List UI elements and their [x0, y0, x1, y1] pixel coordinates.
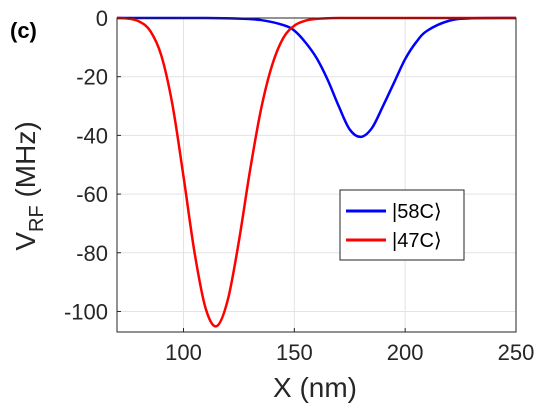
y-tick-label: -80	[76, 241, 108, 266]
legend: |58C⟩ |47C⟩	[339, 189, 465, 261]
axis-ticks: 100 150 200 250 0 -20 -40 -60 -80 -100	[64, 6, 534, 365]
y-axis-label: VRF (MHz)	[10, 121, 48, 250]
y-tick-label: -20	[76, 65, 108, 90]
y-tick-label: 0	[96, 6, 108, 31]
x-tick-label: 250	[498, 340, 535, 365]
series-line-1	[116, 16, 516, 328]
x-tick-label: 100	[165, 340, 202, 365]
x-axis-label: X (nm)	[273, 372, 357, 403]
plot-frame	[116, 17, 517, 333]
series-line-0	[116, 16, 517, 139]
x-tick-label: 150	[276, 340, 313, 365]
x-tick-label: 200	[387, 340, 424, 365]
y-tick-label: -40	[76, 123, 108, 148]
y-axis-label-subscript: RF	[26, 205, 48, 232]
legend-label-58c: |58C⟩	[392, 201, 442, 223]
legend-label-47c: |47C⟩	[392, 230, 442, 252]
y-axis-label-main: V	[10, 232, 41, 251]
grid	[117, 17, 517, 332]
y-axis-label-unit: (MHz)	[10, 121, 41, 205]
y-tick-label: -60	[76, 182, 108, 207]
y-tick-label: -100	[64, 299, 108, 324]
data-lines	[116, 16, 517, 328]
panel-label: (c)	[10, 18, 37, 43]
legend-box	[339, 189, 465, 261]
